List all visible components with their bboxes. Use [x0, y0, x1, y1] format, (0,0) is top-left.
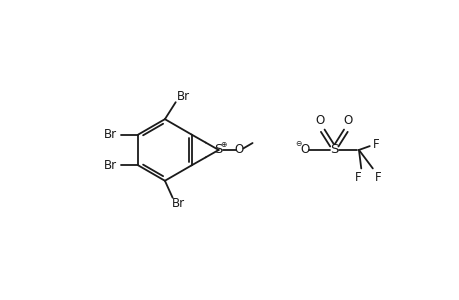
Text: ⊕: ⊕: [220, 140, 226, 149]
Text: Br: Br: [104, 128, 117, 141]
Text: S: S: [214, 143, 223, 157]
Text: F: F: [354, 171, 361, 184]
Text: O: O: [300, 143, 309, 157]
Text: F: F: [372, 138, 378, 151]
Text: Br: Br: [176, 90, 190, 103]
Text: ⊖: ⊖: [294, 139, 301, 148]
Text: O: O: [315, 114, 325, 127]
Text: F: F: [374, 171, 381, 184]
Text: Br: Br: [104, 159, 117, 172]
Text: S: S: [330, 143, 338, 157]
Text: O: O: [343, 114, 352, 127]
Text: O: O: [235, 143, 244, 157]
Text: Br: Br: [172, 197, 185, 210]
